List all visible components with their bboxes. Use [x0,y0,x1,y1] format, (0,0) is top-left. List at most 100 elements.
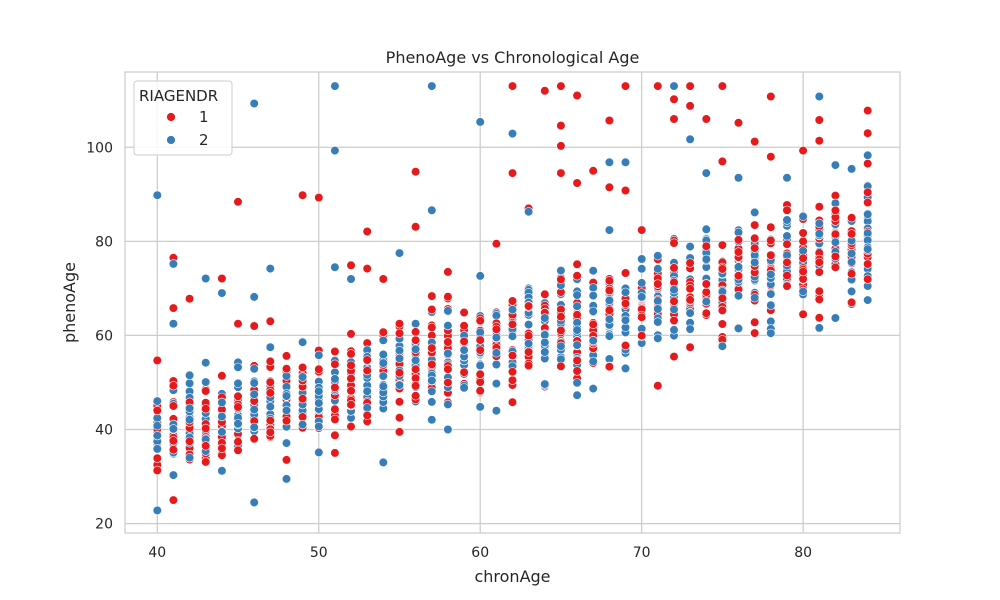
scatter-point [411,391,421,401]
scatter-point [491,348,502,358]
scatter-point [637,264,647,274]
scatter-point [750,317,760,327]
scatter-point [863,295,873,305]
scatter-point [394,353,405,364]
scatter-point [620,363,631,374]
scatter-point [185,370,195,380]
scatter-point [766,250,776,260]
scatter-point [443,292,453,302]
scatter-point [572,390,582,400]
scatter-point [443,337,453,347]
scatter-point [491,332,502,343]
scatter-point [556,361,566,371]
y-tick-label: 80 [95,234,113,250]
scatter-point [217,397,227,408]
scatter-point [669,263,679,273]
scatter-point [475,345,485,355]
scatter-point [863,259,873,269]
scatter-point [814,218,824,228]
scatter-point [443,321,453,331]
scatter-point [604,285,615,296]
scatter-point [249,434,259,444]
scatter-point [265,416,275,426]
scatter-point [201,358,211,368]
legend-label-1: 1 [199,108,209,126]
scatter-point [685,258,695,268]
scatter-point [814,267,824,277]
y-tick-label: 20 [95,517,113,533]
scatter-point [201,457,211,467]
scatter-point [523,339,534,349]
scatter-point [298,394,308,404]
scatter-point [830,229,841,239]
scatter-point [507,168,518,178]
scatter-point [394,248,405,258]
scatter-point [443,364,453,374]
scatter-point [766,152,776,162]
scatter-point [669,94,679,104]
scatter-point [201,441,211,451]
scatter-point [572,301,582,311]
scatter-point [685,101,695,111]
scatter-point [685,324,695,334]
scatter-point [152,444,162,454]
scatter-point [572,90,582,101]
scatter-point [863,209,873,219]
scatter-point [265,342,275,352]
scatter-point [217,411,227,422]
scatter-point [443,306,453,316]
scatter-point [427,81,437,91]
scatter-point [362,355,372,365]
scatter-point [766,91,776,102]
scatter-point [249,405,259,415]
scatter-point [766,289,776,299]
scatter-point [540,86,550,96]
scatter-point [604,276,615,286]
scatter-point [346,274,356,284]
scatter-point [507,397,518,407]
scatter-point [637,254,647,264]
scatter-point [346,349,356,359]
scatter-point [507,367,518,377]
scatter-point [507,81,518,91]
scatter-point [604,157,615,167]
scatter-point [814,286,824,296]
scatter-point [717,240,728,250]
scatter-point [185,415,195,425]
scatter-point [394,397,405,407]
scatter-point [669,352,679,362]
scatter-point [782,270,792,281]
legend-box [133,80,233,156]
scatter-point [523,301,534,311]
scatter-point [846,213,857,223]
scatter-point [701,114,711,124]
scatter-point [411,381,421,391]
scatter-point [281,416,292,426]
scatter-point [701,287,711,297]
scatter-point [394,413,405,423]
scatter-point [717,305,728,316]
scatter-point [846,257,857,267]
scatter-point [669,81,679,91]
scatter-point [669,114,679,124]
scatter-point [427,415,437,425]
scatter-point [798,253,808,263]
scatter-point [830,251,841,262]
scatter-point [314,447,324,458]
scatter-point [701,308,711,318]
scatter-point [378,381,388,391]
scatter-point [798,228,808,238]
scatter-point [572,290,582,300]
scatter-point [717,81,728,91]
scatter-point [330,414,340,425]
scatter-point [782,173,792,183]
scatter-point [717,341,728,351]
scatter-point [475,402,485,412]
scatter-point [298,337,308,347]
scatter-point [507,305,518,315]
scatter-point [701,168,711,178]
scatter-point [863,274,873,284]
scatter-point [281,405,292,416]
scatter-point [249,98,259,109]
scatter-point [717,319,728,329]
